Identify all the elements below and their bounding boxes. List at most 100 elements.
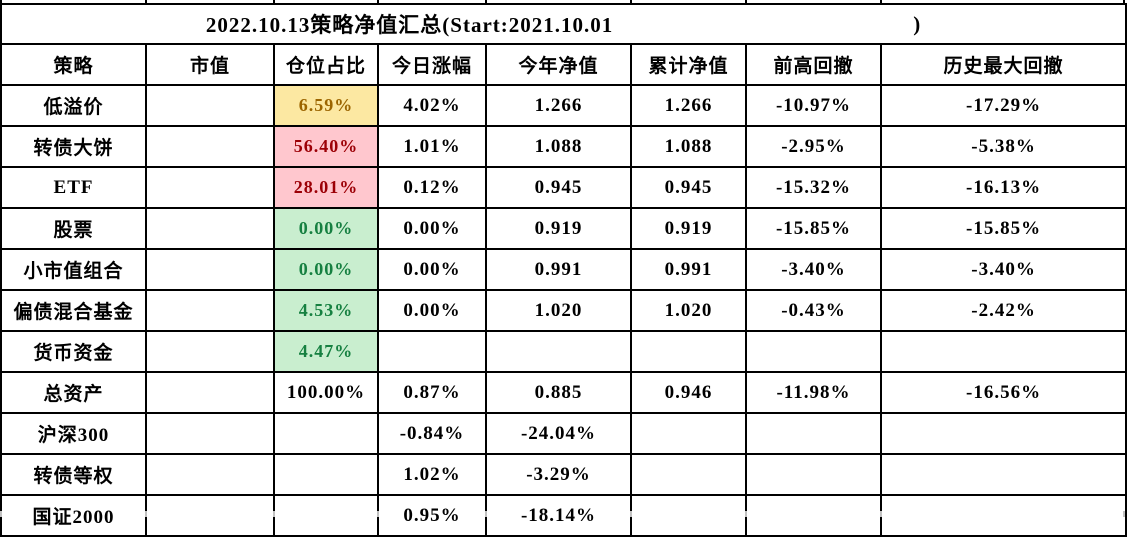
- cell-ytd-nav[interactable]: 1.088: [485, 125, 632, 168]
- cell-cumulative-nav[interactable]: 1.088: [630, 125, 747, 168]
- cell-today-change[interactable]: -0.84%: [377, 412, 487, 455]
- row-label[interactable]: 低溢价: [0, 84, 147, 127]
- row-label[interactable]: 货币资金: [0, 330, 147, 373]
- grid-stub: [377, 511, 379, 517]
- cell-market-value[interactable]: [145, 412, 275, 455]
- cell-drawdown-from-high[interactable]: [745, 494, 882, 537]
- cell-today-change[interactable]: 0.00%: [377, 248, 487, 291]
- cell-max-drawdown[interactable]: -5.38%: [879, 125, 1128, 168]
- row-label[interactable]: ETF: [0, 166, 147, 209]
- cell-position[interactable]: 6.59%: [273, 84, 379, 127]
- grid-stub: [1123, 0, 1125, 3]
- cell-cumulative-nav[interactable]: [630, 412, 747, 455]
- column-header-market-value[interactable]: 市值: [145, 43, 275, 86]
- column-header-today-change[interactable]: 今日涨幅: [377, 43, 487, 86]
- title-cell[interactable]: 2022.10.13策略净值汇总(Start:2021.10.01 ): [0, 3, 1128, 45]
- column-header-cumulative-nav[interactable]: 累计净值: [630, 43, 747, 86]
- cell-max-drawdown[interactable]: [879, 412, 1128, 455]
- column-header-max-drawdown[interactable]: 历史最大回撤: [879, 43, 1128, 86]
- column-header-ytd-nav[interactable]: 今年净值: [485, 43, 632, 86]
- cell-drawdown-from-high[interactable]: -15.32%: [745, 166, 882, 209]
- cell-drawdown-from-high[interactable]: -2.95%: [745, 125, 882, 168]
- row-label[interactable]: 转债大饼: [0, 125, 147, 168]
- column-header-drawdown-from-high[interactable]: 前高回撤: [745, 43, 882, 86]
- cell-position[interactable]: 56.40%: [273, 125, 379, 168]
- cell-today-change[interactable]: [377, 330, 487, 373]
- cell-cumulative-nav[interactable]: 1.266: [630, 84, 747, 127]
- cell-market-value[interactable]: [145, 371, 275, 414]
- cell-ytd-nav[interactable]: 0.919: [485, 207, 632, 250]
- cell-cumulative-nav[interactable]: 0.946: [630, 371, 747, 414]
- cell-max-drawdown[interactable]: -15.85%: [879, 207, 1128, 250]
- row-label[interactable]: 国证2000: [0, 494, 147, 537]
- cell-position[interactable]: 4.53%: [273, 289, 379, 332]
- cell-today-change[interactable]: 0.87%: [377, 371, 487, 414]
- column-header-strategy[interactable]: 策略: [0, 43, 147, 86]
- cell-market-value[interactable]: [145, 166, 275, 209]
- cell-max-drawdown[interactable]: [879, 330, 1128, 373]
- cell-ytd-nav[interactable]: [485, 330, 632, 373]
- cell-max-drawdown[interactable]: -16.13%: [879, 166, 1128, 209]
- cell-drawdown-from-high[interactable]: -15.85%: [745, 207, 882, 250]
- cell-today-change[interactable]: 1.01%: [377, 125, 487, 168]
- cell-max-drawdown[interactable]: -16.56%: [879, 371, 1128, 414]
- row-label[interactable]: 股票: [0, 207, 147, 250]
- cell-drawdown-from-high[interactable]: [745, 453, 882, 496]
- cell-position[interactable]: [273, 412, 379, 455]
- cell-cumulative-nav[interactable]: [630, 494, 747, 537]
- cell-ytd-nav[interactable]: 1.266: [485, 84, 632, 127]
- cell-market-value[interactable]: [145, 248, 275, 291]
- cell-market-value[interactable]: [145, 84, 275, 127]
- cell-market-value[interactable]: [145, 207, 275, 250]
- cell-ytd-nav[interactable]: -3.29%: [485, 453, 632, 496]
- cell-position[interactable]: 0.00%: [273, 207, 379, 250]
- cell-max-drawdown[interactable]: [879, 453, 1128, 496]
- cell-position[interactable]: [273, 494, 379, 537]
- cell-ytd-nav[interactable]: 0.991: [485, 248, 632, 291]
- cell-today-change[interactable]: 0.00%: [377, 289, 487, 332]
- cell-cumulative-nav[interactable]: 0.919: [630, 207, 747, 250]
- cell-cumulative-nav[interactable]: 1.020: [630, 289, 747, 332]
- row-label[interactable]: 小市值组合: [0, 248, 147, 291]
- cell-max-drawdown[interactable]: -2.42%: [879, 289, 1128, 332]
- cell-drawdown-from-high[interactable]: [745, 330, 882, 373]
- cell-market-value[interactable]: [145, 494, 275, 537]
- cell-cumulative-nav[interactable]: 0.991: [630, 248, 747, 291]
- cell-position[interactable]: 4.47%: [273, 330, 379, 373]
- cell-today-change[interactable]: 1.02%: [377, 453, 487, 496]
- row-label[interactable]: 沪深300: [0, 412, 147, 455]
- cell-today-change[interactable]: 0.12%: [377, 166, 487, 209]
- cell-position[interactable]: 0.00%: [273, 248, 379, 291]
- cell-position[interactable]: 28.01%: [273, 166, 379, 209]
- cell-market-value[interactable]: [145, 289, 275, 332]
- cell-cumulative-nav[interactable]: [630, 453, 747, 496]
- cell-max-drawdown[interactable]: -3.40%: [879, 248, 1128, 291]
- cell-drawdown-from-high[interactable]: -0.43%: [745, 289, 882, 332]
- grid-stub: [485, 511, 487, 517]
- row-label[interactable]: 转债等权: [0, 453, 147, 496]
- cell-ytd-nav[interactable]: 0.885: [485, 371, 632, 414]
- row-label[interactable]: 偏债混合基金: [0, 289, 147, 332]
- cell-today-change[interactable]: 0.00%: [377, 207, 487, 250]
- cell-position[interactable]: [273, 453, 379, 496]
- cell-cumulative-nav[interactable]: [630, 330, 747, 373]
- cell-ytd-nav[interactable]: -18.14%: [485, 494, 632, 537]
- cell-max-drawdown[interactable]: -17.29%: [879, 84, 1128, 127]
- cell-ytd-nav[interactable]: 0.945: [485, 166, 632, 209]
- cell-cumulative-nav[interactable]: 0.945: [630, 166, 747, 209]
- cell-drawdown-from-high[interactable]: -10.97%: [745, 84, 882, 127]
- cell-market-value[interactable]: [145, 125, 275, 168]
- cell-today-change[interactable]: 4.02%: [377, 84, 487, 127]
- cell-position[interactable]: 100.00%: [273, 371, 379, 414]
- cell-drawdown-from-high[interactable]: [745, 412, 882, 455]
- cell-drawdown-from-high[interactable]: -11.98%: [745, 371, 882, 414]
- cell-drawdown-from-high[interactable]: -3.40%: [745, 248, 882, 291]
- row-label[interactable]: 总资产: [0, 371, 147, 414]
- cell-today-change[interactable]: 0.95%: [377, 494, 487, 537]
- cell-market-value[interactable]: [145, 453, 275, 496]
- column-header-position[interactable]: 仓位占比: [273, 43, 379, 86]
- cell-max-drawdown[interactable]: [879, 494, 1128, 537]
- cell-market-value[interactable]: [145, 330, 275, 373]
- cell-ytd-nav[interactable]: 1.020: [485, 289, 632, 332]
- cell-ytd-nav[interactable]: -24.04%: [485, 412, 632, 455]
